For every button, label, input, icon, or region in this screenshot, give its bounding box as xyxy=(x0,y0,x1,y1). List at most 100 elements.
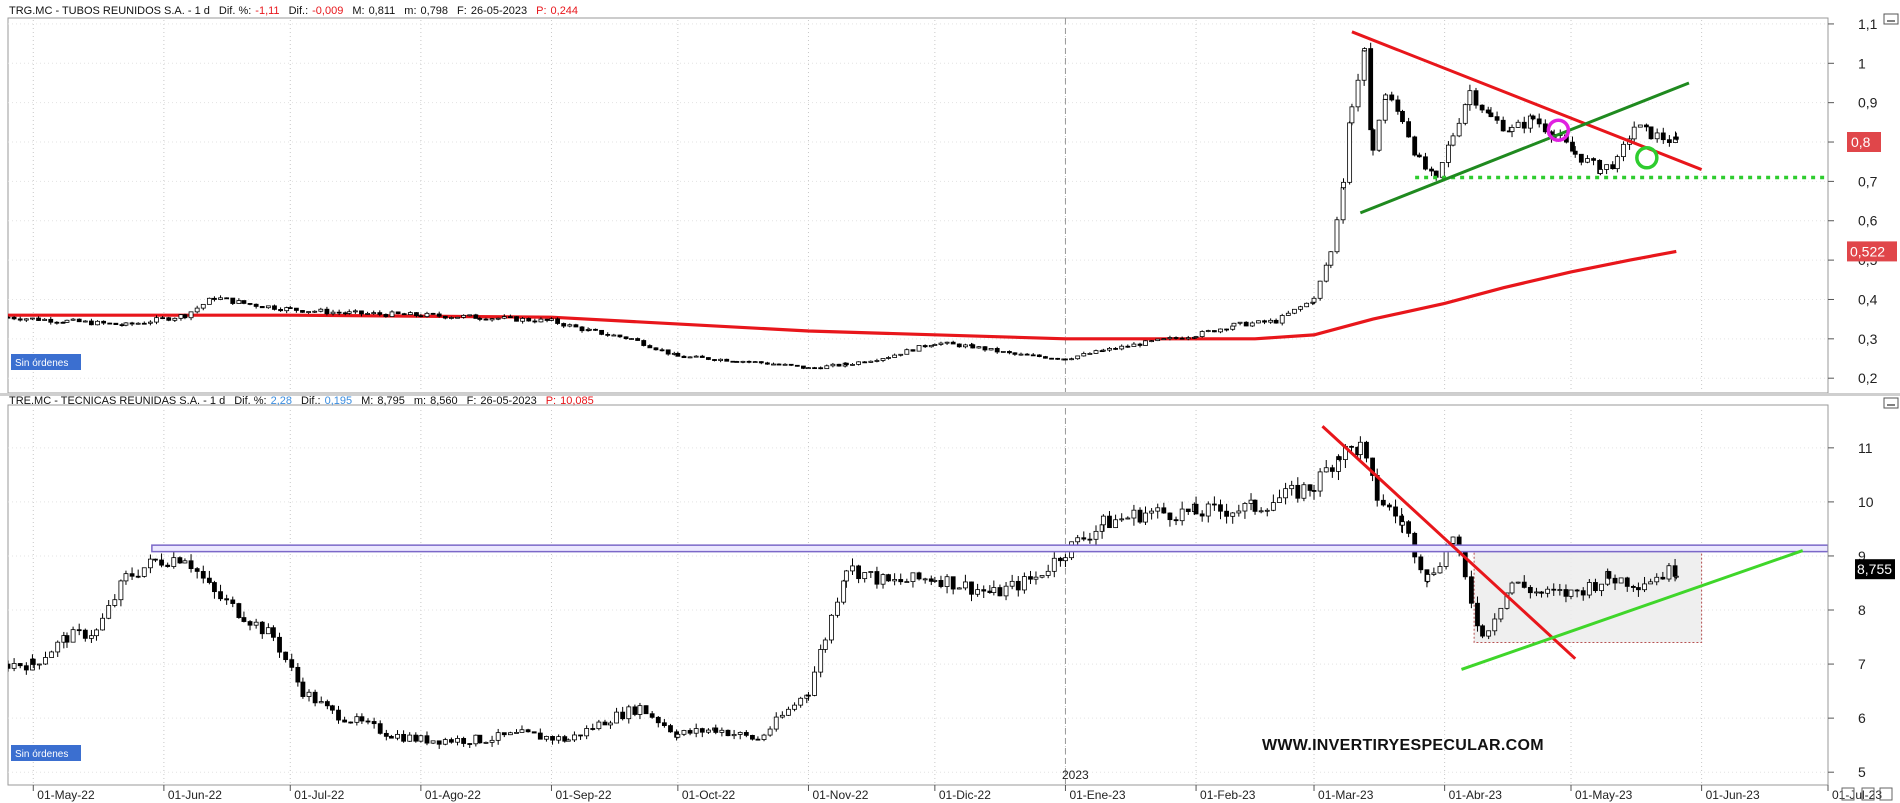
support-trendline xyxy=(1460,549,1804,671)
candle-body xyxy=(725,729,731,737)
candle-body xyxy=(1357,441,1363,456)
candle-body xyxy=(1045,570,1051,576)
candle-body xyxy=(1205,503,1211,517)
candle-body xyxy=(614,711,619,724)
layout-icon[interactable] xyxy=(1879,787,1893,801)
candle-body xyxy=(1143,512,1148,523)
time-axis-label: 01-May-23 xyxy=(1575,788,1633,802)
candle-body xyxy=(449,317,454,319)
candle-body xyxy=(467,743,473,745)
candle-body xyxy=(1323,467,1329,473)
candle-body xyxy=(82,320,88,323)
rectangle-tool-icon[interactable] xyxy=(1841,787,1855,801)
candle-body xyxy=(159,559,164,566)
candle-body xyxy=(424,312,430,317)
candle-body xyxy=(1125,345,1131,348)
panel-divider[interactable] xyxy=(0,393,1900,396)
candle-body xyxy=(1069,358,1074,361)
candle-body xyxy=(886,357,891,359)
price-axis-label: 0,9 xyxy=(1858,95,1878,111)
candle-body xyxy=(489,739,495,743)
candle-body xyxy=(1307,484,1313,491)
minimize-panel-bottom-icon[interactable] xyxy=(1883,397,1899,409)
save-icon[interactable] xyxy=(1861,787,1875,801)
time-axis[interactable]: 01-May-22 01-Jun-22 01-Jul-22 01-Ago-22 01-S… xyxy=(8,784,1882,802)
candle-body xyxy=(868,571,874,573)
candle-body xyxy=(1475,602,1480,627)
candle-body xyxy=(922,578,928,581)
last-price-badge-bottom-label: 8,755 xyxy=(1857,561,1892,577)
candle-body xyxy=(801,365,806,369)
candle-body xyxy=(843,362,849,366)
candle-body xyxy=(224,297,230,300)
candle-body xyxy=(60,321,66,324)
window-tool-icons[interactable] xyxy=(1841,787,1893,801)
candle-body xyxy=(514,316,519,322)
candle-body xyxy=(259,306,265,309)
candle-body xyxy=(413,734,419,742)
candle-body xyxy=(36,317,41,321)
candle-body xyxy=(265,627,271,635)
candle-body xyxy=(1557,589,1563,591)
candle-body xyxy=(212,582,217,593)
candle-body xyxy=(874,360,880,362)
candle-body xyxy=(30,317,35,320)
candle-body xyxy=(590,728,596,730)
candle-body xyxy=(928,344,934,348)
candle-body xyxy=(1614,156,1620,170)
candle-body xyxy=(1057,557,1063,562)
candle-body xyxy=(1648,581,1654,585)
candle-body xyxy=(693,728,699,734)
candle-body xyxy=(1018,353,1024,356)
candle-body xyxy=(1395,99,1401,112)
candle-body xyxy=(514,732,519,734)
candle-body xyxy=(812,367,817,370)
candle-body xyxy=(1624,577,1630,587)
candle-body xyxy=(11,663,17,669)
candle-body xyxy=(997,587,1003,597)
candle-body xyxy=(944,341,950,344)
candle-body xyxy=(922,345,928,348)
candle-body xyxy=(1218,328,1223,333)
candle-body xyxy=(383,313,389,317)
candle-body xyxy=(48,318,54,323)
candle-body xyxy=(206,577,212,583)
candle-body xyxy=(1277,497,1282,503)
candle-body xyxy=(724,358,730,362)
candle-body xyxy=(241,300,247,304)
p-label: P: xyxy=(546,395,556,407)
candle-body xyxy=(135,575,141,578)
candle-body xyxy=(247,303,253,305)
candle-body xyxy=(776,363,782,366)
candle-body xyxy=(841,580,847,603)
candle-body xyxy=(312,310,318,313)
candle-body xyxy=(932,344,938,346)
status-badge-top[interactable]: Sin órdenes xyxy=(11,354,81,370)
candle-body xyxy=(1036,354,1042,357)
status-badge-bottom[interactable]: Sin órdenes xyxy=(11,745,81,761)
candle-body xyxy=(147,321,153,324)
panel-bottom-price-axis[interactable]: 5 6 7 8 9 10 11 xyxy=(1827,408,1874,785)
candle-body xyxy=(300,310,305,313)
candle-body xyxy=(166,317,172,321)
candle-body xyxy=(113,322,119,326)
minimize-panel-top-icon[interactable] xyxy=(1883,13,1899,25)
candle-body xyxy=(578,734,583,737)
panel-bottom-annotations xyxy=(151,425,1828,671)
candle-body xyxy=(950,576,956,590)
candle-body xyxy=(106,605,112,619)
panel-top-period: 1 d xyxy=(195,5,210,17)
dif-pct-label: Dif. %: xyxy=(219,5,251,17)
candle-body xyxy=(1456,122,1462,137)
candle-body xyxy=(230,297,236,304)
candle-body xyxy=(1199,331,1205,337)
candle-body xyxy=(699,728,705,733)
candle-body xyxy=(1412,136,1418,156)
candle-body xyxy=(129,322,135,325)
panel-bottom: 5 6 7 8 9 10 11 TRE.MC - TECNICAS REUNIDAS S.A… xyxy=(7,395,1899,786)
year-label: 2023 xyxy=(1062,768,1089,782)
candle-body xyxy=(1636,587,1641,591)
candle-body xyxy=(1328,251,1334,266)
candle-body xyxy=(389,311,395,317)
candle-body xyxy=(1389,94,1395,101)
